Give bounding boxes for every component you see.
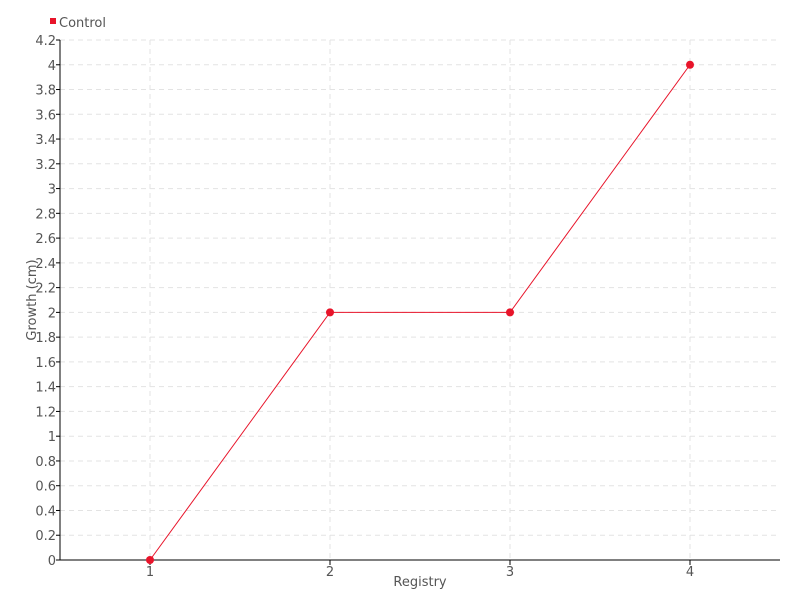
y-tick-label: 0.2	[35, 529, 56, 544]
x-tick-label: 4	[686, 565, 694, 580]
x-tick-label: 3	[506, 565, 514, 580]
y-tick-label: 3.4	[35, 133, 56, 148]
x-axis-label: Registry	[393, 575, 447, 590]
legend-swatch	[50, 18, 56, 24]
y-tick-label: 0.6	[35, 480, 56, 495]
grid	[60, 39, 780, 560]
y-tick-label: 2.8	[35, 207, 56, 222]
y-tick-label: 1.4	[35, 381, 56, 396]
legend: Control	[50, 16, 106, 31]
y-tick-label: 0.8	[35, 455, 56, 470]
data-point	[146, 556, 154, 564]
y-tick-label: 1.2	[35, 405, 56, 420]
y-tick-label: 1	[48, 430, 56, 445]
series-marks	[146, 60, 694, 564]
y-tick-label: 2.6	[35, 232, 56, 247]
x-tick-label: 1	[146, 565, 154, 580]
y-tick-label: 0	[48, 554, 56, 569]
y-tick-label: 4	[48, 59, 56, 74]
axes: 0 0.2 0.4 0.6 0.8 1 1.2 1.4 1.6 1.8 2 2.2 2.4 2.6 2.8 3…	[35, 34, 780, 580]
y-tick-label: 1.8	[35, 331, 56, 346]
data-point	[686, 60, 694, 69]
y-tick-label: 1.6	[35, 356, 56, 371]
y-tick-label: 3	[48, 183, 56, 198]
y-tick-label: 3.8	[35, 84, 56, 99]
legend-label: Control	[59, 16, 106, 31]
y-tick-label: 0.4	[35, 504, 56, 519]
y-tick-label: 4.2	[35, 34, 56, 49]
y-tick-label: 2	[48, 306, 56, 321]
y-axis-label: Growth (cm)	[25, 259, 40, 340]
y-tick-label: 2.4	[35, 257, 56, 272]
y-tick-label: 3.2	[35, 158, 56, 173]
x-tick-label: 2	[326, 565, 334, 580]
y-tick-label: 2.2	[35, 282, 56, 297]
data-point	[326, 308, 334, 317]
data-point	[506, 308, 514, 317]
series-line	[149, 64, 691, 561]
y-tick-label: 3.6	[35, 108, 56, 123]
